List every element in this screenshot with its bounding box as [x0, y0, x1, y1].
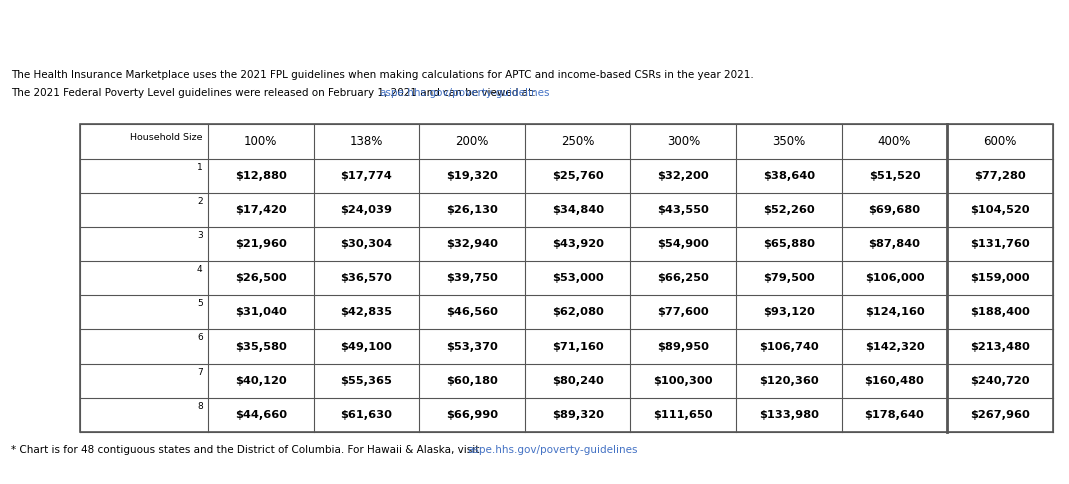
Text: $36,570: $36,570: [341, 273, 392, 283]
Text: $24,039: $24,039: [340, 205, 392, 215]
Text: $124,160: $124,160: [865, 307, 925, 318]
Text: $46,560: $46,560: [446, 307, 498, 318]
Text: 138%: 138%: [350, 135, 383, 148]
Text: $52,260: $52,260: [763, 205, 815, 215]
Text: $38,640: $38,640: [763, 171, 815, 181]
Text: $55,365: $55,365: [341, 376, 392, 386]
Text: $43,550: $43,550: [657, 205, 709, 215]
Text: $89,950: $89,950: [657, 342, 710, 351]
Text: $17,774: $17,774: [341, 171, 392, 181]
Text: $267,960: $267,960: [971, 410, 1031, 420]
Text: 250%: 250%: [561, 135, 594, 148]
Text: $93,120: $93,120: [763, 307, 815, 318]
Text: $34,840: $34,840: [552, 205, 604, 215]
Text: The 2021 Federal Poverty Level guidelines were released on February 1, 2021 and : The 2021 Federal Poverty Level guideline…: [11, 88, 539, 98]
Text: $120,360: $120,360: [759, 376, 819, 386]
Text: $39,750: $39,750: [446, 273, 498, 283]
Text: 600%: 600%: [983, 135, 1017, 148]
Text: $53,370: $53,370: [446, 342, 498, 351]
Text: $178,640: $178,640: [865, 410, 925, 420]
Bar: [80, 124, 1053, 432]
Text: 6: 6: [197, 333, 203, 342]
Text: 4: 4: [197, 265, 203, 274]
Text: $133,980: $133,980: [759, 410, 819, 420]
Text: 1: 1: [197, 163, 203, 171]
Text: $26,500: $26,500: [235, 273, 286, 283]
Text: 2021 Federal Poverty Level Guidelines Chart: 2021 Federal Poverty Level Guidelines Ch…: [11, 16, 462, 34]
Text: 5: 5: [197, 299, 203, 308]
Text: $131,760: $131,760: [971, 239, 1031, 249]
Text: $111,650: $111,650: [653, 410, 713, 420]
Text: 7: 7: [197, 367, 203, 377]
Text: $77,600: $77,600: [657, 307, 709, 318]
Text: $66,990: $66,990: [446, 410, 498, 420]
Text: The Health Insurance Marketplace uses the 2021 FPL guidelines when making calcul: The Health Insurance Marketplace uses th…: [11, 70, 754, 80]
Text: $240,720: $240,720: [971, 376, 1029, 386]
Text: $71,160: $71,160: [552, 342, 604, 351]
Text: $104,520: $104,520: [971, 205, 1029, 215]
Text: $213,480: $213,480: [971, 342, 1031, 351]
Text: $106,740: $106,740: [759, 342, 819, 351]
Text: 8: 8: [197, 402, 203, 411]
Text: aspe.hhs.gov/poverty-guidelines: aspe.hhs.gov/poverty-guidelines: [467, 445, 637, 455]
Text: $32,940: $32,940: [446, 239, 498, 249]
Text: $35,580: $35,580: [235, 342, 286, 351]
Text: $42,835: $42,835: [340, 307, 392, 318]
Text: $19,320: $19,320: [446, 171, 498, 181]
Text: $65,880: $65,880: [763, 239, 815, 249]
Text: $159,000: $159,000: [971, 273, 1029, 283]
Text: $89,320: $89,320: [552, 410, 604, 420]
Text: $17,420: $17,420: [235, 205, 286, 215]
Text: 100%: 100%: [244, 135, 278, 148]
Text: $79,500: $79,500: [763, 273, 815, 283]
Text: $100,300: $100,300: [653, 376, 713, 386]
Text: $30,304: $30,304: [340, 239, 392, 249]
Text: $25,760: $25,760: [552, 171, 604, 181]
Text: $31,040: $31,040: [235, 307, 286, 318]
Text: 200%: 200%: [455, 135, 489, 148]
Text: $43,920: $43,920: [552, 239, 604, 249]
Text: $54,900: $54,900: [657, 239, 709, 249]
Text: 350%: 350%: [772, 135, 806, 148]
Text: * Chart is for 48 contiguous states and the District of Columbia. For Hawaii & A: * Chart is for 48 contiguous states and …: [11, 445, 482, 455]
Text: 400%: 400%: [878, 135, 911, 148]
Text: $32,200: $32,200: [657, 171, 709, 181]
Text: $69,680: $69,680: [868, 205, 920, 215]
Text: $44,660: $44,660: [235, 410, 286, 420]
Text: $80,240: $80,240: [552, 376, 604, 386]
Text: $26,130: $26,130: [446, 205, 498, 215]
Text: $53,000: $53,000: [552, 273, 604, 283]
Text: 3: 3: [197, 231, 203, 240]
Text: $40,120: $40,120: [235, 376, 286, 386]
Text: $142,320: $142,320: [865, 342, 925, 351]
Text: $77,280: $77,280: [974, 171, 1026, 181]
Text: $160,480: $160,480: [865, 376, 925, 386]
Text: $61,630: $61,630: [340, 410, 392, 420]
Text: aspe.hhs.gov/poverty-guidelines: aspe.hhs.gov/poverty-guidelines: [379, 88, 549, 98]
Text: $49,100: $49,100: [341, 342, 392, 351]
Text: $106,000: $106,000: [865, 273, 925, 283]
Text: $60,180: $60,180: [446, 376, 498, 386]
Text: $87,840: $87,840: [868, 239, 920, 249]
Text: $21,960: $21,960: [235, 239, 286, 249]
Text: 300%: 300%: [667, 135, 700, 148]
Text: $12,880: $12,880: [235, 171, 286, 181]
Text: $66,250: $66,250: [657, 273, 709, 283]
Text: $51,520: $51,520: [869, 171, 920, 181]
Text: 2: 2: [197, 197, 203, 206]
Text: Household Size: Household Size: [130, 133, 203, 142]
Text: $188,400: $188,400: [971, 307, 1031, 318]
Text: $62,080: $62,080: [552, 307, 604, 318]
